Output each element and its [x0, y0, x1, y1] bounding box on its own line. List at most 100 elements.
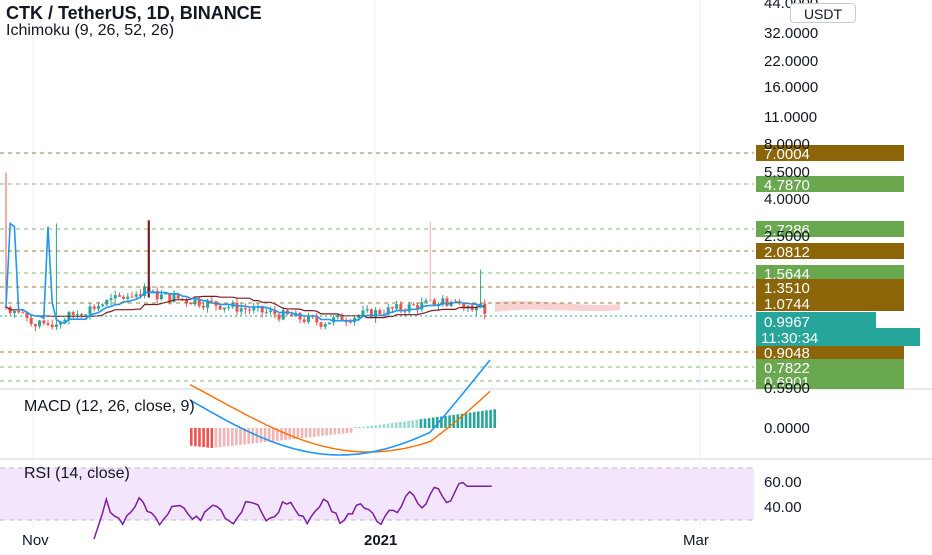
- candle-body: [218, 305, 222, 310]
- candle-body: [252, 307, 256, 311]
- candle-body: [17, 310, 21, 313]
- countdown-bg: [756, 328, 920, 346]
- macd-histogram-bar: [239, 428, 242, 445]
- candle-body: [344, 321, 348, 323]
- price-level-label-bg: [756, 221, 904, 237]
- candle-body: [302, 319, 306, 322]
- macd-histogram-bar: [419, 419, 423, 428]
- candle-body: [80, 314, 84, 316]
- ichimoku-title: Ichimoku (9, 26, 52, 26): [6, 22, 175, 39]
- macd-histogram-bar: [267, 428, 271, 442]
- candle-body: [138, 294, 142, 297]
- candle-body: [248, 309, 252, 311]
- price-axis-tick: 5.5000: [764, 164, 810, 181]
- macd-histogram-bar: [427, 418, 431, 428]
- candle-body: [369, 309, 373, 318]
- candle-body: [290, 314, 294, 317]
- macd-histogram-bar: [259, 428, 263, 443]
- candle-body: [92, 306, 96, 309]
- price-level-label: 1.0744: [764, 296, 810, 313]
- candle-body: [420, 302, 424, 310]
- macd-histogram-bar: [304, 428, 308, 438]
- current-price-bg: [756, 312, 876, 330]
- candle-body: [424, 300, 428, 303]
- macd-histogram-bar: [202, 428, 205, 448]
- price-level-label: 4.7870: [764, 177, 810, 194]
- candle-body: [12, 310, 16, 313]
- price-level-label: 2.7286: [764, 222, 810, 239]
- time-axis-tick: Mar: [683, 532, 709, 549]
- rsi-axis-tick: 40.00: [764, 499, 802, 516]
- candle-body: [33, 323, 37, 327]
- candle-body: [474, 307, 478, 311]
- candle-body: [222, 307, 226, 310]
- candle-body: [374, 310, 378, 318]
- candle-body: [130, 296, 134, 298]
- macd-histogram-bar: [231, 428, 234, 446]
- macd-histogram-bar: [411, 420, 414, 428]
- candle-body: [29, 317, 33, 324]
- candle-body: [462, 302, 466, 309]
- candle-body: [411, 304, 415, 306]
- candle-body: [201, 305, 205, 308]
- candle-body: [206, 300, 210, 308]
- macd-histogram-bar: [472, 412, 476, 428]
- price-level-label-bg: [756, 344, 904, 360]
- macd-histogram-bar: [485, 410, 488, 428]
- candle-body: [227, 306, 231, 308]
- candle-body: [176, 294, 180, 299]
- candle-body: [193, 299, 197, 305]
- candle-body: [164, 293, 168, 295]
- candle-body: [63, 319, 67, 322]
- rsi-axis-tick: 60.00: [764, 474, 802, 491]
- macd-histogram-bar: [313, 428, 316, 437]
- ichimoku-cloud: [495, 301, 620, 312]
- macd-histogram-bar: [206, 428, 209, 448]
- price-level-label-bg: [756, 243, 904, 259]
- macd-line: [189, 359, 491, 456]
- candle-body: [96, 306, 100, 309]
- macd-histogram-bar: [247, 428, 250, 444]
- macd-histogram-bar: [489, 409, 492, 428]
- candle-body: [483, 303, 487, 314]
- macd-title: MACD (12, 26, close, 9): [24, 398, 195, 415]
- candle-body: [243, 308, 247, 310]
- candle-body: [185, 299, 189, 303]
- candle-body: [407, 304, 411, 312]
- candle-body: [159, 294, 163, 300]
- macd-histogram-bar: [194, 428, 197, 447]
- macd-histogram-bar: [308, 428, 312, 438]
- price-axis-tick: 0.5900: [764, 380, 810, 397]
- candle-body: [50, 324, 54, 328]
- candle-body: [395, 304, 399, 309]
- macd-histogram-bar: [378, 424, 382, 428]
- macd-histogram-bar: [341, 428, 345, 434]
- candle-body: [357, 315, 361, 318]
- macd-histogram-bar: [468, 412, 472, 428]
- price-level-label: 0.9048: [764, 345, 810, 362]
- candle-body: [235, 302, 239, 312]
- candle-body: [386, 307, 390, 315]
- countdown-label: 11:30:34: [761, 330, 818, 347]
- currency-button[interactable]: USDT: [790, 3, 856, 23]
- price-level-label: 1.3510: [764, 280, 810, 297]
- macd-histogram-bar: [288, 428, 291, 440]
- time-axis-tick: 2021: [364, 532, 397, 549]
- candle-body: [42, 320, 46, 324]
- macd-histogram-bar: [481, 410, 484, 428]
- price-level-label-bg: [756, 265, 904, 281]
- candle-body: [399, 304, 403, 310]
- candle-body: [323, 324, 327, 327]
- macd-histogram-bar: [399, 421, 402, 428]
- candle-body: [126, 296, 130, 299]
- candle-body: [54, 324, 58, 328]
- macd-histogram-bar: [431, 417, 435, 428]
- macd-signal-line: [189, 383, 491, 453]
- candle-body: [332, 317, 336, 323]
- macd-histogram-bar: [477, 411, 480, 428]
- candle-body: [340, 314, 344, 322]
- price-axis-tick: 32.0000: [764, 25, 818, 42]
- candle-body: [378, 310, 382, 315]
- macd-histogram-bar: [395, 422, 398, 428]
